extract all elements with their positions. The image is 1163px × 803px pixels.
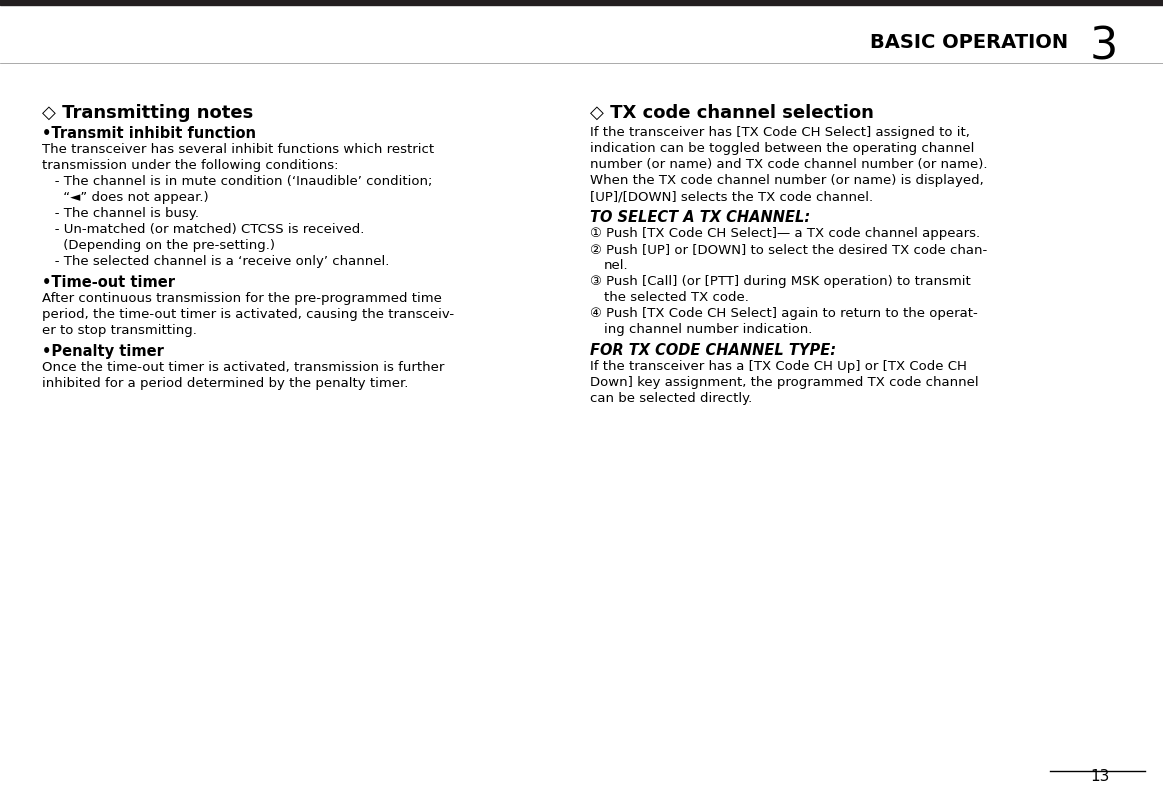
Text: ing channel number indication.: ing channel number indication. — [604, 323, 813, 336]
Text: “◄” does not appear.): “◄” does not appear.) — [42, 191, 208, 204]
Text: •Penalty timer: •Penalty timer — [42, 344, 164, 359]
Text: ② Push [UP] or [DOWN] to select the desired TX code chan-: ② Push [UP] or [DOWN] to select the desi… — [590, 243, 987, 255]
Bar — [0, 0, 1163, 6]
Text: [UP]/[DOWN] selects the TX code channel.: [UP]/[DOWN] selects the TX code channel. — [590, 190, 873, 202]
Text: ◇ Transmitting notes: ◇ Transmitting notes — [42, 104, 254, 122]
Text: er to stop transmitting.: er to stop transmitting. — [42, 324, 197, 336]
Text: If the transceiver has a [TX Code CH Up] or [TX Code CH: If the transceiver has a [TX Code CH Up]… — [590, 360, 966, 373]
Text: nel.: nel. — [604, 259, 629, 271]
Text: Once the time-out timer is activated, transmission is further: Once the time-out timer is activated, tr… — [42, 361, 444, 373]
Text: 3: 3 — [1090, 26, 1119, 68]
Text: When the TX code channel number (or name) is displayed,: When the TX code channel number (or name… — [590, 173, 984, 187]
Text: The transceiver has several inhibit functions which restrict: The transceiver has several inhibit func… — [42, 143, 434, 156]
Text: BASIC OPERATION: BASIC OPERATION — [870, 32, 1068, 51]
Text: After continuous transmission for the pre-programmed time: After continuous transmission for the pr… — [42, 291, 442, 304]
Text: ④ Push [TX Code CH Select] again to return to the operat-: ④ Push [TX Code CH Select] again to retu… — [590, 307, 978, 320]
Text: FOR TX CODE CHANNEL TYPE:: FOR TX CODE CHANNEL TYPE: — [590, 343, 836, 357]
Text: ① Push [TX Code CH Select]— a TX code channel appears.: ① Push [TX Code CH Select]— a TX code ch… — [590, 226, 980, 240]
Text: can be selected directly.: can be selected directly. — [590, 392, 752, 405]
Text: period, the time-out timer is activated, causing the transceiv-: period, the time-out timer is activated,… — [42, 308, 454, 320]
Text: Down] key assignment, the programmed TX code channel: Down] key assignment, the programmed TX … — [590, 376, 978, 389]
Text: ◇ TX code channel selection: ◇ TX code channel selection — [590, 104, 873, 122]
Text: (Depending on the pre-setting.): (Depending on the pre-setting.) — [42, 238, 274, 251]
Text: inhibited for a period determined by the penalty timer.: inhibited for a period determined by the… — [42, 377, 408, 389]
Text: number (or name) and TX code channel number (or name).: number (or name) and TX code channel num… — [590, 158, 987, 171]
Text: - Un-matched (or matched) CTCSS is received.: - Un-matched (or matched) CTCSS is recei… — [42, 222, 364, 236]
Text: - The channel is in mute condition (‘Inaudible’ condition;: - The channel is in mute condition (‘Ina… — [42, 175, 433, 188]
Text: the selected TX code.: the selected TX code. — [604, 291, 749, 304]
Text: •Transmit inhibit function: •Transmit inhibit function — [42, 126, 256, 141]
Text: 13: 13 — [1091, 768, 1110, 783]
Text: - The selected channel is a ‘receive only’ channel.: - The selected channel is a ‘receive onl… — [42, 255, 390, 267]
Text: If the transceiver has [TX Code CH Select] assigned to it,: If the transceiver has [TX Code CH Selec… — [590, 126, 970, 139]
Text: •Time-out timer: •Time-out timer — [42, 275, 174, 290]
Text: - The channel is busy.: - The channel is busy. — [42, 206, 199, 220]
Text: TO SELECT A TX CHANNEL:: TO SELECT A TX CHANNEL: — [590, 210, 811, 225]
Text: ③ Push [Call] (or [PTT] during MSK operation) to transmit: ③ Push [Call] (or [PTT] during MSK opera… — [590, 275, 971, 287]
Text: indication can be toggled between the operating channel: indication can be toggled between the op… — [590, 142, 975, 155]
Text: transmission under the following conditions:: transmission under the following conditi… — [42, 159, 338, 172]
